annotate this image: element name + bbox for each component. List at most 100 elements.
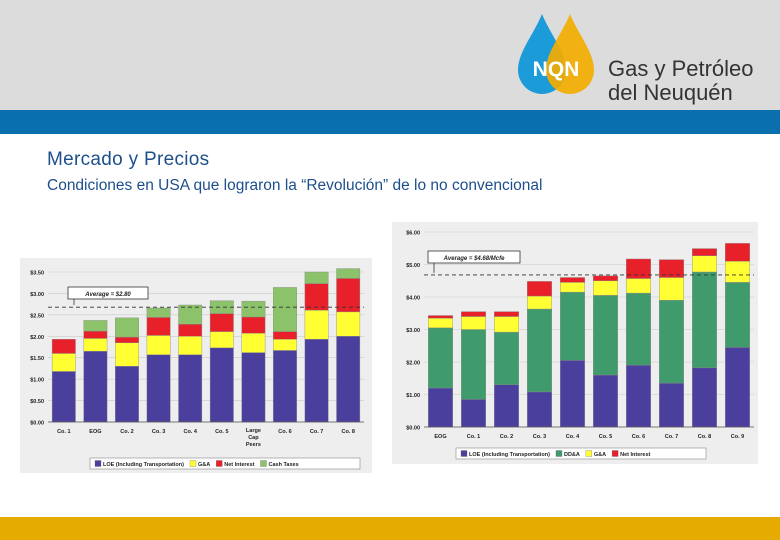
legend-label: Cash Taxes bbox=[268, 462, 298, 468]
legend-swatch-loe-including-transportation bbox=[94, 460, 102, 467]
bar-segment-loe-including-transportation bbox=[336, 336, 361, 423]
y-tick-label: $2.50 bbox=[30, 313, 44, 319]
x-tick-label: Co. 5 bbox=[215, 429, 228, 435]
x-tick-label: Co. 9 bbox=[731, 434, 744, 440]
bar-segment-cash-taxes bbox=[241, 300, 266, 318]
average-callout-label: Average = $2.80 bbox=[84, 292, 131, 298]
bar-segment-cash-taxes bbox=[83, 320, 108, 332]
y-tick-label: $3.00 bbox=[30, 292, 44, 298]
bar-segment-loe-including-transportation bbox=[659, 382, 684, 428]
y-tick-label: $1.50 bbox=[30, 356, 44, 362]
x-tick-label: Peers bbox=[246, 442, 261, 448]
bar-segment-loe-including-transportation bbox=[146, 354, 171, 423]
legend-swatch-net-interest bbox=[216, 460, 223, 467]
bar-segment-g-a bbox=[51, 353, 76, 372]
bar-segment-loe-including-transportation bbox=[560, 360, 585, 428]
bar-segment-loe-including-transportation bbox=[593, 374, 618, 428]
legend-swatch-g-a bbox=[189, 460, 197, 467]
x-tick-label: Co. 4 bbox=[566, 434, 580, 440]
legend-label: DD&A bbox=[564, 452, 580, 458]
legend-label: LOE (Including Transportation) bbox=[469, 452, 550, 458]
bar-segment-net-interest bbox=[560, 277, 585, 283]
bar-segment-net-interest bbox=[178, 324, 203, 337]
x-tick-label: Co. 6 bbox=[278, 429, 291, 435]
bar-segment-g-a bbox=[304, 309, 329, 340]
bar-segment-net-interest bbox=[304, 283, 329, 311]
bar-segment-loe-including-transportation bbox=[241, 352, 266, 423]
bar-segment-g-a bbox=[725, 261, 750, 283]
bar-segment-loe-including-transportation bbox=[209, 347, 234, 423]
bar-segment-loe-including-transportation bbox=[626, 365, 651, 428]
bar-segment-dd-a bbox=[692, 271, 717, 369]
legend-label: G&A bbox=[594, 452, 606, 458]
bar-segment-loe-including-transportation bbox=[273, 350, 297, 423]
bar-segment-loe-including-transportation bbox=[692, 367, 717, 428]
x-tick-label: Co. 3 bbox=[533, 434, 546, 440]
bar-segment-loe-including-transportation bbox=[178, 354, 203, 423]
average-callout-box bbox=[67, 286, 149, 300]
legend-swatch-g-a bbox=[585, 450, 593, 457]
x-tick-label: Co. 8 bbox=[341, 429, 354, 435]
slide-subtitle: Condiciones en USA que lograron la “Revo… bbox=[47, 177, 543, 194]
bar-segment-net-interest bbox=[51, 339, 76, 354]
bar-segment-loe-including-transportation bbox=[304, 339, 329, 423]
bar-segment-g-a bbox=[593, 280, 618, 296]
y-tick-label: $1.00 bbox=[30, 378, 44, 384]
bar-segment-net-interest bbox=[626, 258, 651, 279]
bar-segment-g-a bbox=[115, 342, 139, 367]
bar-segment-loe-including-transportation bbox=[494, 384, 519, 428]
bar-segment-net-interest bbox=[659, 259, 684, 278]
y-tick-label: $5.00 bbox=[406, 263, 420, 269]
gold-drop-shape bbox=[546, 14, 594, 94]
logo-line-1: Gas y Petróleo bbox=[608, 56, 754, 81]
bar-segment-g-a bbox=[527, 295, 552, 310]
x-tick-label: Co. 2 bbox=[120, 429, 133, 435]
legend-swatch-loe-including-transportation bbox=[460, 450, 468, 457]
logo-abbreviation: NQN bbox=[533, 58, 580, 81]
y-tick-label: $0.00 bbox=[30, 421, 44, 427]
bar-segment-net-interest bbox=[273, 331, 297, 340]
x-tick-label: Large bbox=[246, 428, 261, 434]
bar-segment-loe-including-transportation bbox=[51, 371, 76, 423]
legend-label: Net Interest bbox=[224, 462, 254, 468]
bar-segment-cash-taxes bbox=[178, 304, 203, 325]
bar-segment-loe-including-transportation bbox=[428, 387, 453, 428]
x-tick-label: Co. 1 bbox=[467, 434, 480, 440]
x-tick-label: Co. 8 bbox=[698, 434, 711, 440]
bar-segment-g-a bbox=[692, 255, 717, 273]
bar-segment-g-a bbox=[336, 311, 361, 337]
legend-box bbox=[89, 457, 361, 470]
bar-segment-net-interest bbox=[209, 313, 234, 332]
right-stacked-bar-chart: $0.00 $1.00 $2.00 $3.00 $4.00 $5.00 $6.00 EOG Co… bbox=[392, 222, 758, 464]
x-tick-label: Co. 6 bbox=[632, 434, 645, 440]
bar-segment-net-interest bbox=[146, 317, 171, 336]
bar-segment-dd-a bbox=[593, 295, 618, 376]
logo-line-2: del Neuquén bbox=[608, 80, 733, 105]
y-tick-label: $6.00 bbox=[406, 231, 420, 237]
bar-segment-net-interest bbox=[725, 243, 750, 262]
slide-title: Mercado y Precios bbox=[47, 149, 210, 170]
bar-segment-net-interest bbox=[241, 316, 266, 334]
bar-segment-dd-a bbox=[560, 291, 585, 361]
legend-swatch-cash-taxes bbox=[260, 460, 267, 467]
y-tick-label: $1.00 bbox=[406, 393, 420, 399]
company-logo: NQN Gas y Petróleo del Neuquén bbox=[512, 12, 764, 105]
legend-label: Net Interest bbox=[620, 452, 650, 458]
bar-segment-net-interest bbox=[527, 281, 552, 297]
bar-segment-dd-a bbox=[659, 300, 684, 384]
x-tick-label: Co. 7 bbox=[310, 429, 323, 435]
bar-segment-loe-including-transportation bbox=[461, 399, 486, 428]
y-tick-label: $4.00 bbox=[406, 296, 420, 302]
logo-wordmark: Gas y Petróleo del Neuquén bbox=[604, 12, 764, 105]
bar-segment-cash-taxes bbox=[146, 307, 171, 318]
bar-segment-dd-a bbox=[527, 308, 552, 393]
bar-segment-g-a bbox=[428, 317, 453, 329]
bar-segment-g-a bbox=[241, 333, 266, 353]
bar-segment-g-a bbox=[461, 316, 486, 330]
average-callout-box bbox=[427, 250, 521, 264]
x-tick-label: Co. 4 bbox=[183, 429, 197, 435]
legend-swatch-net-interest bbox=[611, 450, 619, 457]
legend-box bbox=[455, 447, 707, 460]
bar-segment-net-interest bbox=[692, 248, 717, 256]
average-callout-label: Average = $4.68/Mcfe bbox=[443, 256, 506, 262]
